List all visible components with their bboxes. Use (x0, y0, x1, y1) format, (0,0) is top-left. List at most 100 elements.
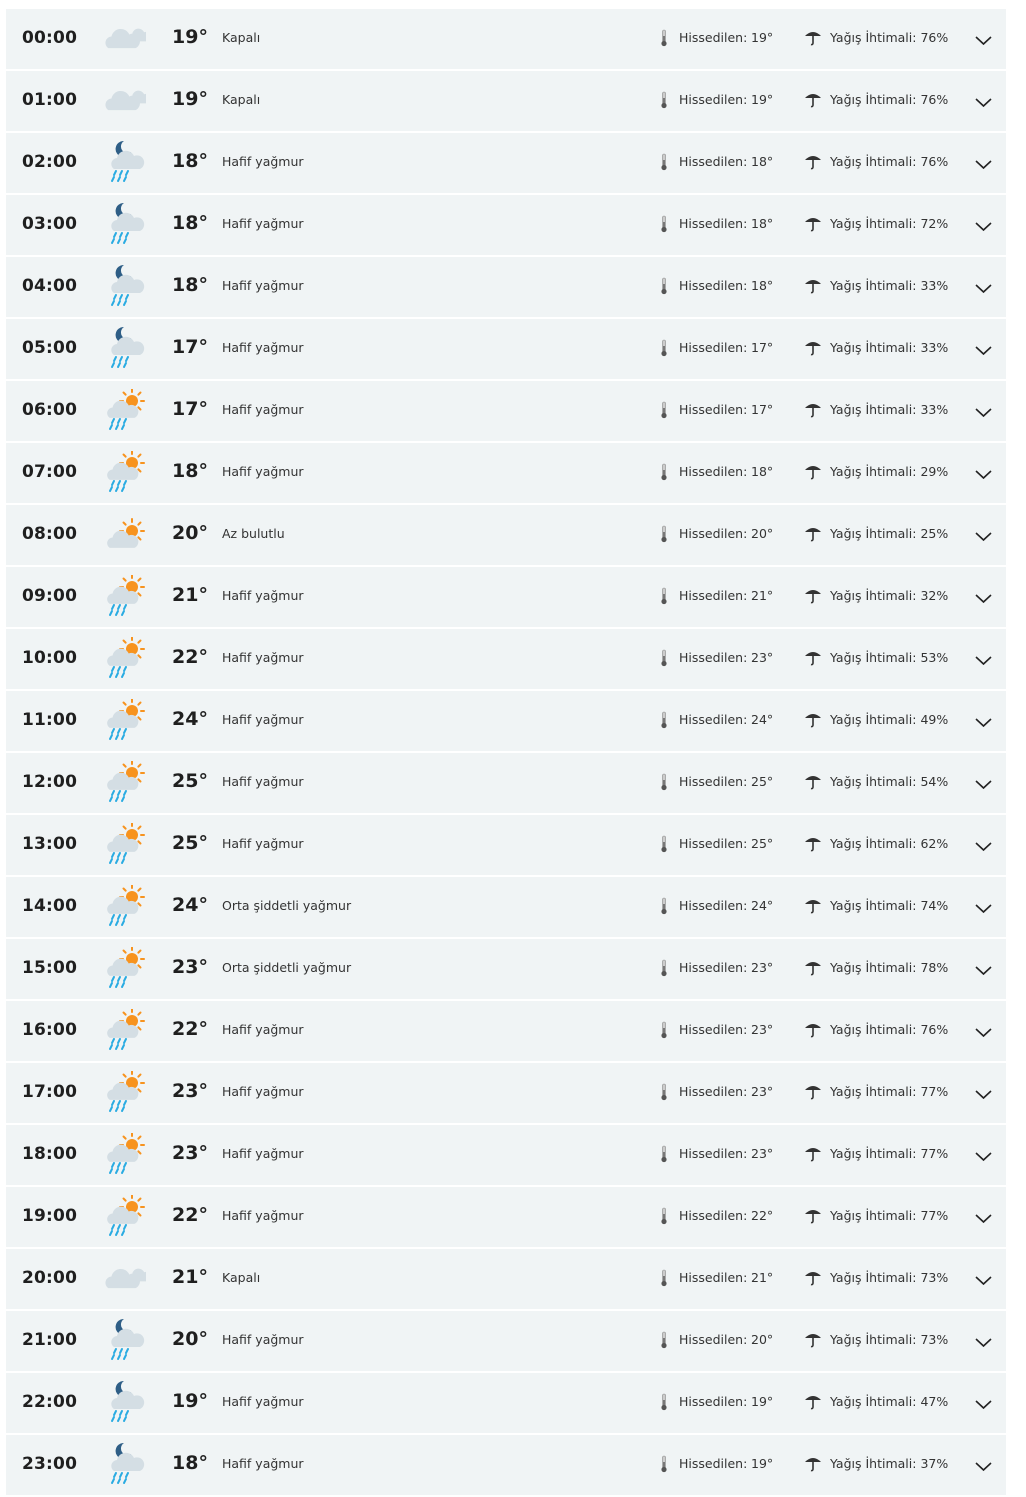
hour-row[interactable]: 03:00 18° Hafif yağmur Hissedilen: 18° Y… (6, 195, 1006, 255)
temperature: 21° (172, 584, 208, 606)
hour-row[interactable]: 02:00 18° Hafif yağmur Hissedilen: 18° Y… (6, 133, 1006, 193)
rain-chance-label: Yağış İhtimali: (830, 650, 917, 665)
chevron-down-icon[interactable] (975, 31, 992, 46)
feels-like-label: Hissedilen: (679, 402, 748, 417)
rain-chance: Yağış İhtimali: 76% (830, 1022, 948, 1037)
hourly-forecast-list: 00:00 19° Kapalı Hissedilen: 19° Yağış İ… (6, 9, 1006, 1497)
thermometer-icon (660, 215, 668, 233)
chevron-down-icon[interactable] (975, 713, 992, 728)
rain-chance-value: 33% (920, 402, 949, 417)
rain-chance: Yağış İhtimali: 29% (830, 464, 948, 479)
hour-row[interactable]: 09:00 21° Hafif yağmur Hissedilen: 21° Y… (6, 567, 1006, 627)
rain-chance-label: Yağış İhtimali: (830, 526, 917, 541)
hour-time: 02:00 (22, 152, 78, 172)
chevron-down-icon[interactable] (975, 527, 992, 542)
condition-description: Hafif yağmur (222, 1456, 304, 1471)
hour-row[interactable]: 01:00 19° Kapalı Hissedilen: 19° Yağış İ… (6, 71, 1006, 131)
feels-like-label: Hissedilen: (679, 650, 748, 665)
rain-chance: Yağış İhtimali: 53% (830, 650, 948, 665)
hour-row[interactable]: 19:00 22° Hafif yağmur Hissedilen: 22° Y… (6, 1187, 1006, 1247)
hour-row[interactable]: 10:00 22° Hafif yağmur Hissedilen: 23° Y… (6, 629, 1006, 689)
feels-like-value: 23° (751, 650, 774, 665)
umbrella-icon (804, 1022, 822, 1038)
chevron-down-icon[interactable] (975, 341, 992, 356)
rain-chance: Yağış İhtimali: 33% (830, 402, 948, 417)
hour-row[interactable]: 14:00 24° Orta şiddetli yağmur Hissedile… (6, 877, 1006, 937)
chevron-down-icon[interactable] (975, 1209, 992, 1224)
feels-like-label: Hissedilen: (679, 1456, 748, 1471)
feels-like-label: Hissedilen: (679, 898, 748, 913)
chevron-down-icon[interactable] (975, 217, 992, 232)
rain-chance-label: Yağış İhtimali: (830, 278, 917, 293)
umbrella-icon (804, 836, 822, 852)
feels-like-value: 21° (751, 1270, 774, 1285)
hour-time: 23:00 (22, 1454, 78, 1474)
chevron-down-icon[interactable] (975, 1085, 992, 1100)
hour-time: 08:00 (22, 524, 78, 544)
thermometer-icon (660, 1269, 668, 1287)
condition-description: Orta şiddetli yağmur (222, 960, 352, 975)
chevron-down-icon[interactable] (975, 961, 992, 976)
umbrella-icon (804, 216, 822, 232)
chevron-down-icon[interactable] (975, 279, 992, 294)
umbrella-icon (804, 1146, 822, 1162)
chevron-down-icon[interactable] (975, 1271, 992, 1286)
hour-row[interactable]: 05:00 17° Hafif yağmur Hissedilen: 17° Y… (6, 319, 1006, 379)
feels-like-value: 17° (751, 402, 774, 417)
hour-row[interactable]: 17:00 23° Hafif yağmur Hissedilen: 23° Y… (6, 1063, 1006, 1123)
chevron-down-icon[interactable] (975, 1395, 992, 1410)
feels-like-value: 20° (751, 1332, 774, 1347)
condition-description: Hafif yağmur (222, 650, 304, 665)
hour-row[interactable]: 15:00 23° Orta şiddetli yağmur Hissedile… (6, 939, 1006, 999)
umbrella-icon (804, 1332, 822, 1348)
temperature: 25° (172, 832, 208, 854)
chevron-down-icon[interactable] (975, 1023, 992, 1038)
hour-row[interactable]: 13:00 25° Hafif yağmur Hissedilen: 25° Y… (6, 815, 1006, 875)
hour-row[interactable]: 04:00 18° Hafif yağmur Hissedilen: 18° Y… (6, 257, 1006, 317)
chevron-down-icon[interactable] (975, 1333, 992, 1348)
rain-chance: Yağış İhtimali: 77% (830, 1084, 948, 1099)
temperature: 18° (172, 150, 208, 172)
hour-row[interactable]: 21:00 20° Hafif yağmur Hissedilen: 20° Y… (6, 1311, 1006, 1371)
hour-row[interactable]: 06:00 17° Hafif yağmur Hissedilen: 17° Y… (6, 381, 1006, 441)
umbrella-icon (804, 92, 822, 108)
chevron-down-icon[interactable] (975, 651, 992, 666)
chevron-down-icon[interactable] (975, 1457, 992, 1472)
condition-description: Hafif yağmur (222, 1394, 304, 1409)
rain-chance-value: 54% (920, 774, 949, 789)
hour-row[interactable]: 20:00 21° Kapalı Hissedilen: 21° Yağış İ… (6, 1249, 1006, 1309)
chevron-down-icon[interactable] (975, 775, 992, 790)
chevron-down-icon[interactable] (975, 589, 992, 604)
condition-description: Hafif yağmur (222, 1084, 304, 1099)
chevron-down-icon[interactable] (975, 1147, 992, 1162)
temperature: 24° (172, 894, 208, 916)
umbrella-icon (804, 402, 822, 418)
hour-time: 18:00 (22, 1144, 78, 1164)
temperature: 18° (172, 212, 208, 234)
rain-chance-value: 73% (920, 1332, 949, 1347)
hour-row[interactable]: 22:00 19° Hafif yağmur Hissedilen: 19° Y… (6, 1373, 1006, 1433)
hour-row[interactable]: 23:00 18° Hafif yağmur Hissedilen: 19° Y… (6, 1435, 1006, 1495)
rain-chance-label: Yağış İhtimali: (830, 402, 917, 417)
hour-row[interactable]: 08:00 20° Az bulutlu Hissedilen: 20° Yağ… (6, 505, 1006, 565)
condition-description: Hafif yağmur (222, 588, 304, 603)
hour-row[interactable]: 07:00 18° Hafif yağmur Hissedilen: 18° Y… (6, 443, 1006, 503)
feels-like-label: Hissedilen: (679, 1270, 748, 1285)
feels-like-value: 23° (751, 960, 774, 975)
chevron-down-icon[interactable] (975, 837, 992, 852)
chevron-down-icon[interactable] (975, 403, 992, 418)
feels-like-label: Hissedilen: (679, 154, 748, 169)
hour-row[interactable]: 12:00 25° Hafif yağmur Hissedilen: 25° Y… (6, 753, 1006, 813)
chevron-down-icon[interactable] (975, 155, 992, 170)
rain-chance: Yağış İhtimali: 77% (830, 1208, 948, 1223)
hour-row[interactable]: 16:00 22° Hafif yağmur Hissedilen: 23° Y… (6, 1001, 1006, 1061)
chevron-down-icon[interactable] (975, 465, 992, 480)
rain-chance-label: Yağış İhtimali: (830, 216, 917, 231)
hour-row[interactable]: 18:00 23° Hafif yağmur Hissedilen: 23° Y… (6, 1125, 1006, 1185)
rain-chance-label: Yağış İhtimali: (830, 1022, 917, 1037)
cloudy-weather-icon (100, 1257, 152, 1301)
hour-row[interactable]: 11:00 24° Hafif yağmur Hissedilen: 24° Y… (6, 691, 1006, 751)
chevron-down-icon[interactable] (975, 93, 992, 108)
hour-row[interactable]: 00:00 19° Kapalı Hissedilen: 19° Yağış İ… (6, 9, 1006, 69)
chevron-down-icon[interactable] (975, 899, 992, 914)
